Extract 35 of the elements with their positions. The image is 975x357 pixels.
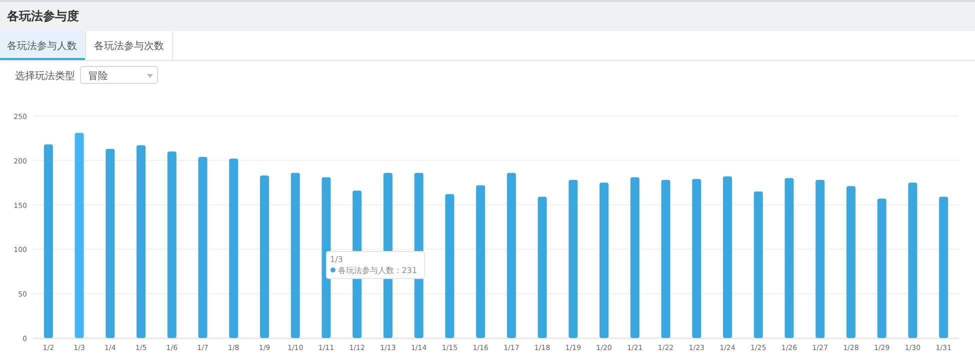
bar — [506, 172, 516, 338]
text: 选择玩法类型 — [15, 70, 75, 82]
bar — [630, 177, 640, 338]
bar — [600, 182, 609, 338]
bar — [229, 158, 238, 338]
annotation: 各玩法参与人数 : 231 — [338, 266, 418, 275]
bar — [198, 156, 208, 338]
annotation: 1/3 — [330, 255, 343, 264]
bar — [322, 177, 331, 338]
bar — [290, 172, 300, 338]
tooltip: 1/3 各玩法参与人数 : 231 — [326, 251, 425, 279]
text: 各玩法参与人数 — [7, 40, 77, 52]
bar — [476, 185, 486, 338]
bar — [908, 182, 918, 338]
bar — [723, 176, 732, 338]
bar — [74, 132, 84, 338]
bar — [939, 196, 948, 338]
bar — [167, 152, 176, 338]
text: 冒险 — [88, 70, 108, 82]
bar — [846, 186, 856, 338]
bar — [784, 178, 794, 338]
bar — [136, 145, 146, 338]
bar — [754, 191, 763, 338]
bar — [44, 144, 53, 338]
bar — [538, 196, 547, 338]
bar — [661, 180, 670, 338]
bar — [568, 180, 578, 338]
bar — [260, 175, 269, 338]
bar — [816, 180, 825, 338]
bar — [877, 198, 886, 338]
chart-title: 各玩法参与度 — [6, 9, 79, 23]
bar — [445, 194, 454, 338]
bar — [692, 179, 702, 338]
bar — [106, 148, 115, 338]
text: 各玩法参与次数 — [94, 40, 164, 52]
